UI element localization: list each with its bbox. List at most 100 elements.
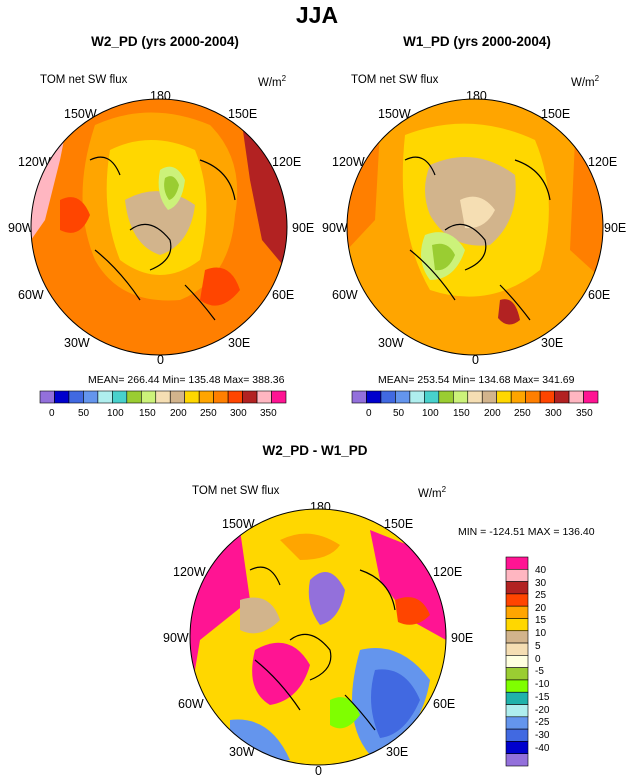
w1-field-wheat	[460, 196, 495, 229]
diff-field-red	[395, 597, 430, 625]
diff-lon-0: 0	[315, 764, 322, 778]
diff-stats: MIN = -124.51 MAX = 136.40	[458, 526, 595, 538]
w2-colorbar-swatch	[213, 390, 229, 404]
w2-colorbar-swatch	[68, 390, 84, 404]
w1-colorbar	[351, 390, 599, 404]
w1-lon-180: 180	[466, 89, 487, 103]
w1-colorbar-swatch	[510, 390, 526, 404]
w2-field-tan	[125, 191, 195, 255]
w2-colorbar-swatch	[140, 390, 157, 404]
w1-map	[347, 99, 603, 355]
diff-lon-60w: 60W	[178, 697, 204, 711]
w2-lon-120w: 120W	[18, 155, 51, 169]
w2-map-border	[30, 98, 288, 356]
diff-cbar-tick: 5	[535, 641, 541, 652]
diff-colorbar-swatch	[505, 753, 529, 767]
w1-field-darkred	[498, 299, 520, 325]
w2-lon-60w: 60W	[18, 288, 44, 302]
w1-field-label: TOM net SW flux	[351, 74, 439, 86]
w2-lon-90w: 90W	[8, 221, 34, 235]
diff-field-green	[330, 697, 360, 729]
w2-cbar-tick: 350	[260, 408, 277, 419]
diff-map	[190, 509, 446, 765]
diff-lon-30w: 30W	[229, 745, 255, 759]
diff-field-purple	[308, 572, 345, 625]
w1-lon-150e: 150E	[541, 107, 571, 121]
w2-lon-60e: 60E	[272, 288, 295, 302]
diff-field-base	[190, 509, 446, 765]
w2-colorbar-swatch	[184, 390, 200, 404]
w1-lon-30e: 30E	[541, 336, 564, 350]
diff-colorbar-swatch	[505, 642, 529, 656]
w1-cbar-tick: 150	[453, 408, 470, 419]
diff-colorbar-swatch	[505, 716, 529, 730]
w2-cbar-tick: 50	[78, 408, 90, 419]
w2-cbar-tick: 250	[200, 408, 217, 419]
diff-cbar-tick: -15	[535, 692, 550, 703]
w2-panel-title: W2_PD (yrs 2000-2004)	[91, 34, 239, 49]
w1-colorbar-swatch	[554, 390, 570, 404]
diff-cbar-tick: 20	[535, 603, 547, 614]
diff-cbar-tick: 40	[535, 565, 547, 576]
diff-colorbar-swatch	[505, 556, 529, 570]
w1-cbar-tick: 350	[576, 408, 593, 419]
w1-lon-150w: 150W	[378, 107, 411, 121]
w2-colorbar-swatch	[112, 390, 128, 404]
diff-lon-90e: 90E	[451, 631, 474, 645]
w1-cbar-tick: 300	[545, 408, 562, 419]
w2-field-yellow	[106, 140, 207, 275]
w1-colorbar-swatch	[583, 390, 599, 404]
w2-field-base	[31, 99, 287, 355]
w2-lon-120e: 120E	[272, 155, 302, 169]
w2-units-label: W/m2	[258, 74, 287, 89]
w2-colorbar-swatch	[227, 390, 243, 404]
w1-colorbar-swatch	[351, 390, 367, 404]
w2-field-darkred	[240, 110, 287, 270]
w2-colorbar-swatch	[97, 390, 113, 404]
w1-lon-90e: 90E	[604, 221, 627, 235]
w2-colorbar-swatch	[271, 390, 287, 404]
diff-lon-90w: 90W	[163, 631, 189, 645]
w2-field-red2	[200, 267, 240, 306]
w1-colorbar-swatch	[467, 390, 483, 404]
w2-field-pink	[31, 110, 70, 240]
w2-lon-0: 0	[157, 353, 164, 367]
diff-colorbar-swatch	[505, 655, 529, 668]
w1-colorbar-swatch	[481, 390, 498, 404]
w1-field-lightgreen	[421, 232, 465, 280]
w2-colorbar-swatch	[126, 390, 142, 404]
w1-colorbar-swatch	[438, 390, 454, 404]
diff-map-border	[189, 508, 447, 766]
diff-field-blue1	[352, 648, 430, 755]
w1-colorbar-swatch	[380, 390, 396, 404]
w2-lon-30e: 30E	[228, 336, 251, 350]
w2-map	[31, 99, 287, 355]
diff-lon-30e: 30E	[386, 745, 409, 759]
w1-colorbar-swatch	[409, 390, 425, 404]
w1-stats: MEAN= 253.54 Min= 134.68 Max= 341.69	[378, 374, 575, 386]
diff-field-orange	[280, 533, 340, 560]
w2-lon-180: 180	[150, 89, 171, 103]
diff-colorbar-swatch	[505, 605, 529, 619]
w2-field-lightgreen	[158, 166, 185, 210]
w2-lon-150e: 150E	[228, 107, 258, 121]
diff-cbar-tick: -10	[535, 679, 550, 690]
w1-cbar-tick: 200	[484, 408, 501, 419]
w2-stats: MEAN= 266.44 Min= 135.48 Max= 388.36	[88, 374, 285, 386]
w2-cbar-tick: 200	[170, 408, 187, 419]
w2-lon-30w: 30W	[64, 336, 90, 350]
w1-colorbar-swatch	[525, 390, 541, 404]
w1-map-border	[346, 98, 604, 356]
diff-colorbar-swatch	[505, 704, 529, 718]
w2-field-green	[164, 176, 179, 200]
w2-colorbar-swatch	[169, 390, 186, 404]
w2-colorbar-swatch	[198, 390, 214, 404]
w2-colorbar	[39, 390, 287, 404]
w1-colorbar-swatch	[424, 390, 440, 404]
diff-colorbar-swatch	[505, 728, 529, 742]
w2-cbar-tick: 300	[230, 408, 247, 419]
diff-cbar-tick: -25	[535, 717, 550, 728]
w1-lon-120e: 120E	[588, 155, 618, 169]
w1-coastlines	[404, 156, 551, 321]
w2-cbar-tick: 100	[107, 408, 124, 419]
